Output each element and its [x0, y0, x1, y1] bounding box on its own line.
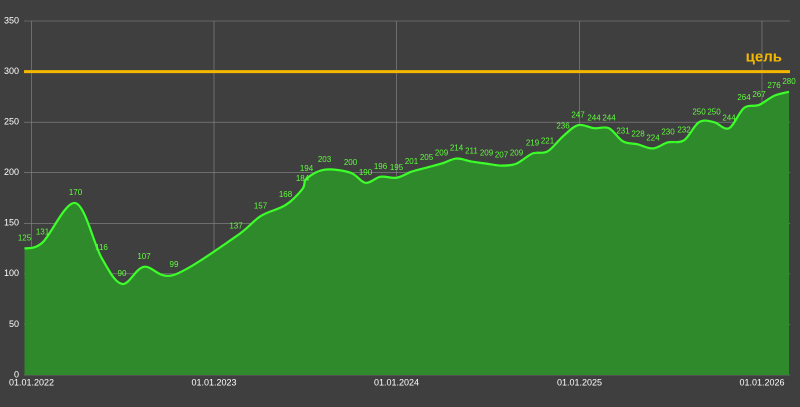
value-label: 196 — [374, 162, 388, 171]
value-label: 250 — [707, 107, 721, 116]
value-label: 200 — [344, 158, 358, 167]
x-tick-label: 01.01.2023 — [191, 377, 236, 387]
value-label: 116 — [95, 243, 108, 252]
value-label: 209 — [435, 149, 449, 158]
value-label: 247 — [571, 110, 585, 119]
value-label: 244 — [602, 113, 616, 122]
value-label: 250 — [692, 107, 706, 116]
value-label: 232 — [677, 125, 691, 134]
value-label: 221 — [541, 137, 555, 146]
value-label: 211 — [465, 147, 478, 156]
value-label: 244 — [587, 113, 601, 122]
y-tick-label: 350 — [4, 15, 19, 25]
value-label: 276 — [767, 81, 781, 90]
value-label: 190 — [359, 168, 373, 177]
value-label: 125 — [18, 234, 32, 243]
value-label: 99 — [170, 260, 179, 269]
area-fill — [24, 91, 789, 376]
value-label: 203 — [318, 155, 332, 164]
x-tick-label: 01.01.2022 — [9, 377, 54, 387]
y-tick-label: 200 — [4, 167, 19, 177]
x-tick-label: 01.01.2025 — [557, 377, 602, 387]
value-label: 267 — [752, 90, 766, 99]
value-label: 195 — [390, 163, 404, 172]
value-label: 219 — [526, 139, 540, 148]
x-tick-label: 01.01.2026 — [739, 377, 784, 387]
value-label: 214 — [450, 144, 464, 153]
value-label: 90 — [118, 269, 127, 278]
value-label: 137 — [229, 222, 243, 231]
value-label: 230 — [661, 127, 675, 136]
value-label: 224 — [646, 134, 660, 143]
value-label: 264 — [737, 93, 751, 102]
target-label: цель — [746, 49, 782, 66]
y-tick-label: 100 — [4, 268, 19, 278]
y-tick-label: 250 — [4, 117, 19, 127]
y-tick-label: 50 — [9, 319, 19, 329]
value-label: 207 — [495, 151, 509, 160]
value-label: 209 — [510, 149, 524, 158]
y-tick-label: 150 — [4, 218, 19, 228]
value-label: 201 — [405, 157, 419, 166]
value-label: 209 — [480, 149, 494, 158]
y-tick-label: 0 — [14, 369, 19, 379]
value-label: 184 — [296, 174, 310, 183]
value-label: 280 — [782, 77, 796, 86]
value-label: 157 — [254, 201, 268, 210]
value-label: 170 — [69, 188, 83, 197]
x-tick-label: 01.01.2024 — [374, 377, 419, 387]
value-label: 107 — [137, 252, 151, 261]
value-label: 244 — [722, 113, 736, 122]
value-label: 168 — [279, 190, 293, 199]
value-label: 231 — [616, 126, 630, 135]
value-label: 205 — [420, 153, 434, 162]
value-label: 236 — [556, 121, 570, 130]
y-tick-label: 300 — [4, 66, 19, 76]
value-label: 131 — [36, 228, 50, 237]
value-label: 194 — [300, 164, 314, 173]
line — [24, 90, 790, 286]
value-label: 228 — [631, 130, 645, 139]
